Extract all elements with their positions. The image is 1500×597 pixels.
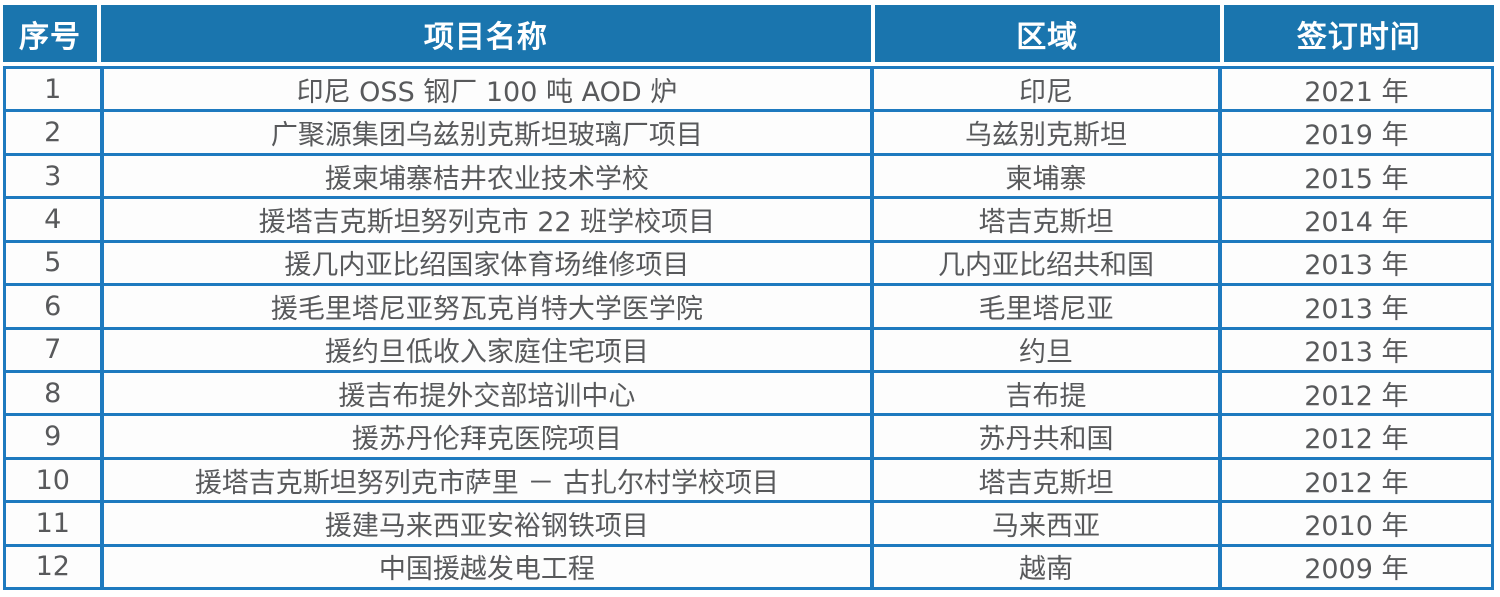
cell-signing-time: 2013 年 <box>1217 286 1491 327</box>
cell-region: 约旦 <box>870 329 1217 370</box>
cell-project-name: 援约旦低收入家庭住宅项目 <box>99 329 871 370</box>
table-row: 8 援吉布提外交部培训中心 吉布提 2012 年 <box>6 372 1491 417</box>
cell-region: 柬埔寨 <box>870 155 1217 197</box>
table-row: 4 援塔吉克斯坦努列克市 22 班学校项目 塔吉克斯坦 2014 年 <box>6 199 1491 243</box>
cell-region: 印尼 <box>870 69 1217 110</box>
table-row: 2 广聚源集团乌兹别克斯坦玻璃厂项目 乌兹别克斯坦 2019 年 <box>6 112 1491 156</box>
table-row: 1 印尼 OSS 钢厂 100 吨 AOD 炉 印尼 2021 年 <box>6 69 1491 113</box>
cell-project-name: 援塔吉克斯坦努列克市萨里 － 古扎尔村学校项目 <box>99 459 871 501</box>
cell-project-name: 援苏丹伦拜克医院项目 <box>99 416 871 457</box>
cell-region: 几内亚比绍共和国 <box>870 242 1217 284</box>
projects-table: 序号 项目名称 区域 签订时间 1 印尼 OSS 钢厂 100 吨 AOD 炉 … <box>3 5 1494 590</box>
table-row: 5 援几内亚比绍国家体育场维修项目 几内亚比绍共和国 2013 年 <box>6 242 1491 287</box>
column-header-index: 序号 <box>18 19 81 55</box>
table-row: 3 援柬埔寨桔井农业技术学校 柬埔寨 2015 年 <box>6 155 1491 200</box>
cell-region: 塔吉克斯坦 <box>870 199 1217 240</box>
cell-index: 11 <box>35 507 70 539</box>
cell-signing-time: 2015 年 <box>1217 155 1491 197</box>
cell-project-name: 援柬埔寨桔井农业技术学校 <box>99 155 871 197</box>
cell-region: 苏丹共和国 <box>870 416 1217 457</box>
table-body: 1 印尼 OSS 钢厂 100 吨 AOD 炉 印尼 2021 年 2 广聚源集… <box>3 66 1494 590</box>
cell-signing-time: 2021 年 <box>1217 69 1491 110</box>
cell-project-name: 援吉布提外交部培训中心 <box>99 372 871 414</box>
table-row: 11 援建马来西亚安裕钢铁项目 马来西亚 2010 年 <box>6 503 1491 547</box>
table-row: 9 援苏丹伦拜克医院项目 苏丹共和国 2012 年 <box>6 416 1491 460</box>
cell-index: 12 <box>35 551 70 583</box>
cell-region: 吉布提 <box>870 372 1217 414</box>
cell-signing-time: 2010 年 <box>1217 503 1491 544</box>
cell-index: 1 <box>44 73 62 105</box>
cell-index: 7 <box>44 334 62 366</box>
cell-index: 10 <box>35 464 70 496</box>
cell-signing-time: 2012 年 <box>1217 372 1491 414</box>
cell-region: 毛里塔尼亚 <box>870 286 1217 327</box>
cell-index: 4 <box>44 203 62 235</box>
column-header-project-name: 项目名称 <box>96 5 871 62</box>
cell-project-name: 援建马来西亚安裕钢铁项目 <box>99 503 871 544</box>
cell-index: 2 <box>44 117 62 149</box>
table-row: 10 援塔吉克斯坦努列克市萨里 － 古扎尔村学校项目 塔吉克斯坦 2012 年 <box>6 459 1491 504</box>
column-header-signing-time: 签订时间 <box>1219 5 1494 62</box>
column-header-region: 区域 <box>870 5 1220 62</box>
cell-project-name: 广聚源集团乌兹别克斯坦玻璃厂项目 <box>99 112 871 153</box>
cell-index: 3 <box>44 160 62 192</box>
table-row: 7 援约旦低收入家庭住宅项目 约旦 2013 年 <box>6 329 1491 373</box>
cell-index: 5 <box>44 247 62 279</box>
cell-signing-time: 2014 年 <box>1217 199 1491 240</box>
table-header-row: 序号 项目名称 区域 签订时间 <box>3 5 1494 62</box>
table-row: 12 中国援越发电工程 越南 2009 年 <box>6 546 1491 588</box>
cell-region: 乌兹别克斯坦 <box>870 112 1217 153</box>
cell-project-name: 援几内亚比绍国家体育场维修项目 <box>99 242 871 284</box>
cell-signing-time: 2012 年 <box>1217 416 1491 457</box>
header-divider <box>3 62 1494 66</box>
cell-signing-time: 2009 年 <box>1217 546 1491 588</box>
cell-signing-time: 2013 年 <box>1217 329 1491 370</box>
cell-signing-time: 2013 年 <box>1217 242 1491 284</box>
cell-region: 越南 <box>870 546 1217 588</box>
cell-index: 9 <box>44 421 62 453</box>
cell-region: 马来西亚 <box>870 503 1217 544</box>
cell-signing-time: 2019 年 <box>1217 112 1491 153</box>
cell-index: 8 <box>44 377 62 409</box>
table-row: 6 援毛里塔尼亚努瓦克肖特大学医学院 毛里塔尼亚 2013 年 <box>6 286 1491 330</box>
cell-project-name: 援毛里塔尼亚努瓦克肖特大学医学院 <box>99 286 871 327</box>
cell-project-name: 援塔吉克斯坦努列克市 22 班学校项目 <box>99 199 871 240</box>
cell-region: 塔吉克斯坦 <box>870 459 1217 501</box>
cell-index: 6 <box>44 290 62 322</box>
cell-project-name: 印尼 OSS 钢厂 100 吨 AOD 炉 <box>99 69 871 110</box>
cell-project-name: 中国援越发电工程 <box>99 546 871 588</box>
cell-signing-time: 2012 年 <box>1217 459 1491 501</box>
